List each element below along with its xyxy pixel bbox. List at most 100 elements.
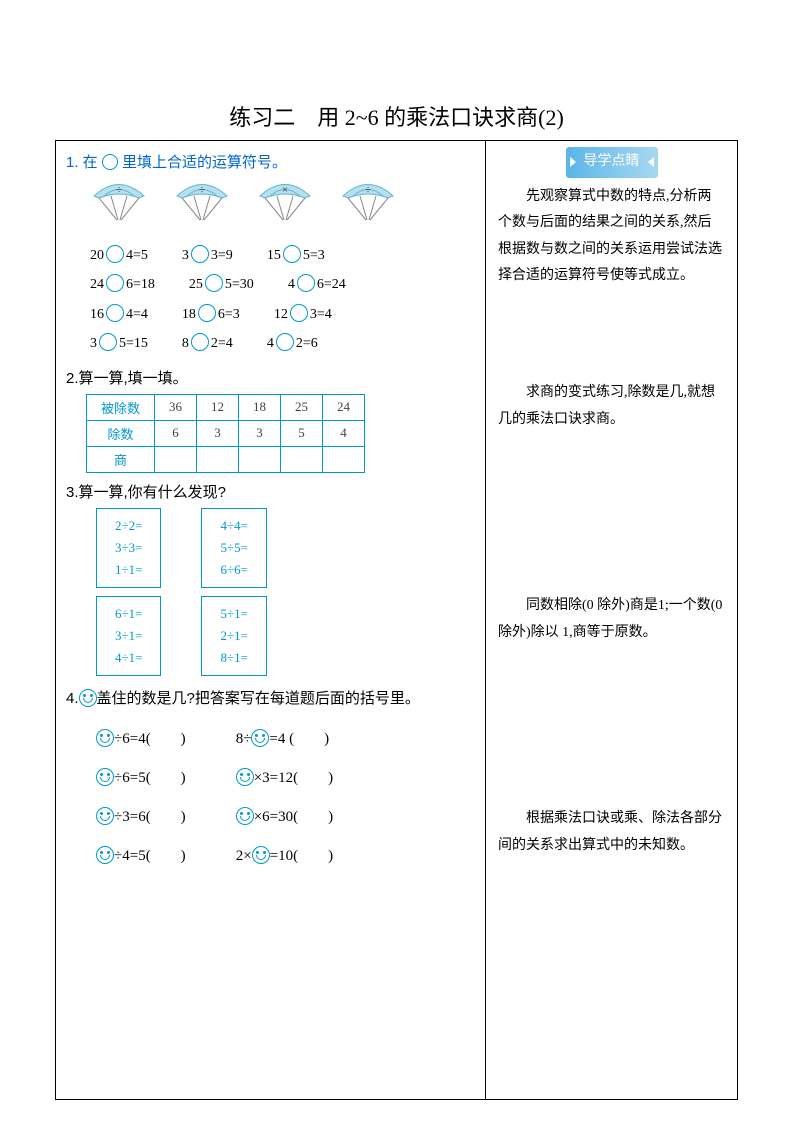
table-cell: 6 — [155, 420, 197, 446]
smiley-icon — [96, 729, 114, 747]
blank-circle[interactable] — [191, 333, 209, 351]
blank-circle[interactable] — [205, 274, 223, 292]
blank-circle[interactable] — [106, 274, 124, 292]
q3-eq: 2÷1= — [220, 625, 247, 647]
q3-row1: 2÷2= 3÷3= 1÷1= 4÷4= 5÷5= 6÷6= — [96, 508, 475, 588]
smiley-icon — [252, 846, 270, 864]
table-cell: 18 — [239, 394, 281, 420]
equation: 186=3 — [182, 300, 240, 329]
table-cell: 5 — [281, 420, 323, 446]
parachute-icon: ÷ — [172, 178, 232, 226]
q3-eq: 3÷3= — [115, 537, 142, 559]
guide-p1: 先观察算式中数的特点,分析两个数与后面的结果之间的关系,然后根据数与数之间的关系… — [498, 184, 725, 290]
table-cell-blank[interactable] — [323, 446, 365, 472]
svg-text:÷: ÷ — [115, 184, 121, 196]
circle-icon — [102, 154, 118, 170]
q3-title: 3.算一算,你有什么发现? — [66, 481, 475, 502]
q4-eq: 8÷=4 ( ) — [236, 720, 329, 759]
equation: 246=18 — [90, 270, 155, 299]
q2-table: 被除数 36 12 18 25 24 除数 6 3 3 5 4 商 — [86, 394, 365, 473]
q3-eq: 5÷1= — [220, 603, 247, 625]
parachute-2: ÷ — [169, 178, 234, 231]
q4-eq: 2×=10( ) — [236, 837, 333, 876]
table-cell-blank[interactable] — [239, 446, 281, 472]
table-cell: 24 — [323, 394, 365, 420]
blank-circle[interactable] — [198, 304, 216, 322]
guide-p3: 同数相除(0 除外)商是1;一个数(0 除外)除以 1,商等于原数。 — [498, 593, 725, 646]
blank-circle[interactable] — [290, 304, 308, 322]
q3-eq: 4÷4= — [220, 515, 247, 537]
table-cell-blank[interactable] — [155, 446, 197, 472]
table-row: 商 — [87, 446, 365, 472]
q3-eq: 2÷2= — [115, 515, 142, 537]
q4-eq: ÷4=5( ) — [96, 837, 186, 876]
parachute-3: × — [252, 178, 317, 231]
q3-eq: 3÷1= — [115, 625, 142, 647]
table-row: 除数 6 3 3 5 4 — [87, 420, 365, 446]
eq-row: 164=4 186=3 123=4 — [90, 300, 475, 329]
q4-eq: ÷6=4( ) — [96, 720, 186, 759]
q3-eq: 6÷6= — [220, 559, 247, 581]
equation: 42=6 — [267, 329, 318, 358]
q4-eq: ×3=12( ) — [236, 759, 333, 798]
q3-eq: 8÷1= — [220, 647, 247, 669]
equation: 33=9 — [182, 241, 233, 270]
q4-title-prefix: 4. — [66, 690, 79, 707]
equation: 155=3 — [267, 241, 325, 270]
blank-circle[interactable] — [106, 304, 124, 322]
eq-row: 246=18 255=30 46=24 — [90, 270, 475, 299]
content-wrapper: 1. 在 里填上合适的运算符号。 ÷ ÷ — [55, 140, 738, 1100]
equation: 255=30 — [189, 270, 254, 299]
q3-box: 6÷1= 3÷1= 4÷1= — [96, 596, 161, 676]
guide-column: 导学点睛 先观察算式中数的特点,分析两个数与后面的结果之间的关系,然后根据数与数… — [486, 141, 737, 1099]
q1-title-prefix: 1. 在 — [66, 154, 98, 171]
q1-title-suffix: 里填上合适的运算符号。 — [122, 154, 287, 171]
q4-row: ÷3=6( ) ×6=30( ) — [96, 798, 475, 837]
parachute-row: ÷ ÷ × — [86, 178, 475, 231]
q3-row2: 6÷1= 3÷1= 4÷1= 5÷1= 2÷1= 8÷1= — [96, 596, 475, 676]
guide-banner: 导学点睛 — [566, 147, 658, 178]
q1-equations: 204=5 33=9 155=3 246=18 255=30 46=24 164… — [66, 241, 475, 359]
blank-circle[interactable] — [99, 333, 117, 351]
table-cell: 25 — [281, 394, 323, 420]
parachute-icon: ÷ — [89, 178, 149, 226]
svg-text:÷: ÷ — [198, 184, 204, 196]
q3-eq: 4÷1= — [115, 647, 142, 669]
smiley-icon — [79, 689, 97, 707]
parachute-icon: ÷ — [338, 178, 398, 226]
page-title: 练习二 用 2~6 的乘法口诀求商(2) — [55, 100, 738, 132]
guide-p4: 根据乘法口诀或乘、除法各部分间的关系求出算式中的未知数。 — [498, 806, 725, 859]
equation: 35=15 — [90, 329, 148, 358]
table-cell-blank[interactable] — [197, 446, 239, 472]
equation: 164=4 — [90, 300, 148, 329]
parachute-4: ÷ — [335, 178, 400, 231]
smiley-icon — [96, 768, 114, 786]
table-cell: 36 — [155, 394, 197, 420]
equation: 82=4 — [182, 329, 233, 358]
blank-circle[interactable] — [106, 245, 124, 263]
table-cell: 12 — [197, 394, 239, 420]
equation: 123=4 — [274, 300, 332, 329]
q4-row: ÷6=4( ) 8÷=4 ( ) — [96, 720, 475, 759]
q4-row: ÷6=5( ) ×3=12( ) — [96, 759, 475, 798]
blank-circle[interactable] — [297, 274, 315, 292]
parachute-1: ÷ — [86, 178, 151, 231]
blank-circle[interactable] — [283, 245, 301, 263]
q4-eq: ÷6=5( ) — [96, 759, 186, 798]
smiley-icon — [236, 807, 254, 825]
q4-eq: ÷3=6( ) — [96, 798, 186, 837]
table-row: 被除数 36 12 18 25 24 — [87, 394, 365, 420]
table-cell: 3 — [197, 420, 239, 446]
table-cell: 4 — [323, 420, 365, 446]
eq-row: 35=15 82=4 42=6 — [90, 329, 475, 358]
main-column: 1. 在 里填上合适的运算符号。 ÷ ÷ — [56, 141, 486, 1099]
equation: 46=24 — [288, 270, 346, 299]
q3-eq: 5÷5= — [220, 537, 247, 559]
table-cell: 3 — [239, 420, 281, 446]
blank-circle[interactable] — [276, 333, 294, 351]
table-header: 除数 — [87, 420, 155, 446]
q4-row: ÷4=5( ) 2×=10( ) — [96, 837, 475, 876]
table-cell-blank[interactable] — [281, 446, 323, 472]
blank-circle[interactable] — [191, 245, 209, 263]
equation: 204=5 — [90, 241, 148, 270]
